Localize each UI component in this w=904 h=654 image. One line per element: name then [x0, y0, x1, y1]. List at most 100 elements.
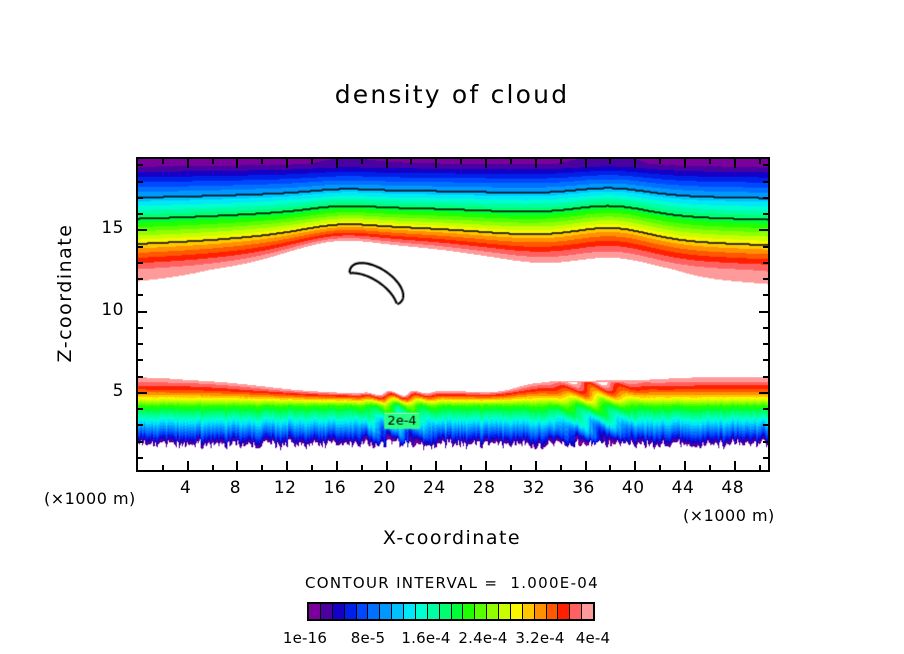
y-tick	[763, 424, 768, 427]
colorbar-tick-label: 1e-16	[282, 629, 328, 647]
colorbar-swatch[interactable]	[487, 604, 499, 619]
y-tick	[763, 343, 768, 346]
colorbar-swatch[interactable]	[522, 604, 535, 619]
x-tick	[758, 465, 761, 470]
x-tick	[335, 461, 338, 470]
x-tick	[559, 159, 562, 164]
colorbar-tick-label: 4e-4	[575, 629, 611, 647]
y-tick	[138, 343, 143, 346]
y-tick	[138, 245, 143, 248]
y-tick	[138, 294, 143, 297]
x-axis-title: X-coordinate	[382, 527, 522, 549]
x-tick-label: 28	[472, 478, 496, 498]
y-tick	[763, 294, 768, 297]
colorbar-swatch[interactable]	[427, 604, 440, 619]
y-axis-units-label: (×1000 m)	[44, 489, 136, 508]
colorbar-tick-label: 1.6e-4	[401, 629, 451, 647]
colorbar-tick-label: 8e-5	[350, 629, 386, 647]
x-tick	[410, 465, 413, 470]
x-tick	[509, 465, 512, 470]
x-tick-label: 44	[671, 478, 695, 498]
y-tick	[759, 310, 768, 313]
x-tick	[335, 159, 338, 168]
x-tick	[410, 159, 413, 164]
x-tick	[584, 461, 587, 470]
x-tick-label: 16	[323, 478, 347, 498]
colorbar-swatch[interactable]	[510, 604, 523, 619]
y-tick	[763, 440, 768, 443]
y-tick	[138, 456, 143, 459]
x-tick	[460, 465, 463, 470]
y-tick	[763, 164, 768, 167]
colorbar-swatch[interactable]	[475, 604, 488, 619]
x-tick	[435, 461, 438, 470]
colorbar-swatch[interactable]	[570, 604, 583, 619]
colorbar-swatch[interactable]	[380, 604, 393, 619]
y-tick	[138, 359, 143, 362]
x-tick	[659, 159, 662, 164]
x-tick	[261, 465, 264, 470]
page-title: density of cloud	[334, 80, 570, 109]
colorbar-swatch[interactable]	[499, 604, 511, 619]
x-tick-label: 20	[373, 478, 396, 498]
x-tick-label: 36	[572, 478, 595, 498]
x-tick	[236, 461, 239, 470]
colorbar-swatch[interactable]	[558, 604, 571, 619]
y-tick	[763, 180, 768, 183]
y-tick	[763, 261, 768, 264]
colorbar-swatch[interactable]	[356, 604, 369, 619]
x-tick	[683, 461, 686, 470]
x-tick	[311, 159, 314, 164]
colorbar-swatch[interactable]	[320, 604, 333, 619]
y-tick-label: 5	[112, 380, 124, 401]
y-tick	[138, 375, 143, 378]
colorbar-swatch[interactable]	[439, 604, 452, 619]
y-tick	[763, 359, 768, 362]
x-tick	[733, 461, 736, 470]
colorbar-swatch[interactable]	[451, 604, 464, 619]
colorbar-tick-label: 3.2e-4	[515, 629, 565, 647]
y-tick	[763, 213, 768, 216]
x-tick	[211, 159, 214, 164]
x-tick	[261, 159, 264, 164]
x-tick	[211, 465, 214, 470]
colorbar-swatch[interactable]	[332, 604, 345, 619]
x-tick	[509, 159, 512, 164]
y-tick	[138, 261, 143, 264]
colorbar-swatch[interactable]	[368, 604, 381, 619]
colorbar-swatch[interactable]	[546, 604, 559, 619]
x-tick	[485, 461, 488, 470]
x-tick	[460, 159, 463, 164]
y-tick	[763, 326, 768, 329]
colorbar-swatch[interactable]	[415, 604, 428, 619]
y-tick	[138, 440, 143, 443]
y-tick	[138, 278, 143, 281]
contour-interval-label: CONTOUR INTERVAL = 1.000E-04	[305, 574, 599, 592]
x-tick-label: 4	[180, 478, 192, 498]
colorbar-swatch[interactable]	[392, 604, 404, 619]
y-tick	[138, 408, 143, 411]
y-tick	[138, 196, 143, 199]
x-axis-units-label: (×1000 m)	[683, 506, 775, 525]
x-tick-label: 48	[721, 478, 745, 498]
x-tick	[236, 159, 239, 168]
y-tick-label: 15	[101, 218, 124, 239]
x-tick	[634, 159, 637, 168]
y-tick	[759, 229, 768, 232]
x-tick	[758, 159, 761, 164]
y-tick	[763, 456, 768, 459]
y-tick	[138, 213, 143, 216]
y-tick	[138, 326, 143, 329]
y-tick	[763, 375, 768, 378]
colorbar-swatch[interactable]	[309, 604, 321, 619]
x-tick-label: 24	[423, 478, 446, 498]
colorbar-swatch[interactable]	[534, 604, 547, 619]
x-tick	[609, 159, 612, 164]
colorbar-swatch[interactable]	[463, 604, 476, 619]
x-tick	[286, 159, 289, 168]
colorbar-swatch[interactable]	[582, 604, 593, 619]
colorbar-swatch[interactable]	[344, 604, 357, 619]
x-tick	[683, 159, 686, 168]
colorbar-swatch[interactable]	[404, 604, 416, 619]
colorbar[interactable]	[307, 602, 595, 621]
